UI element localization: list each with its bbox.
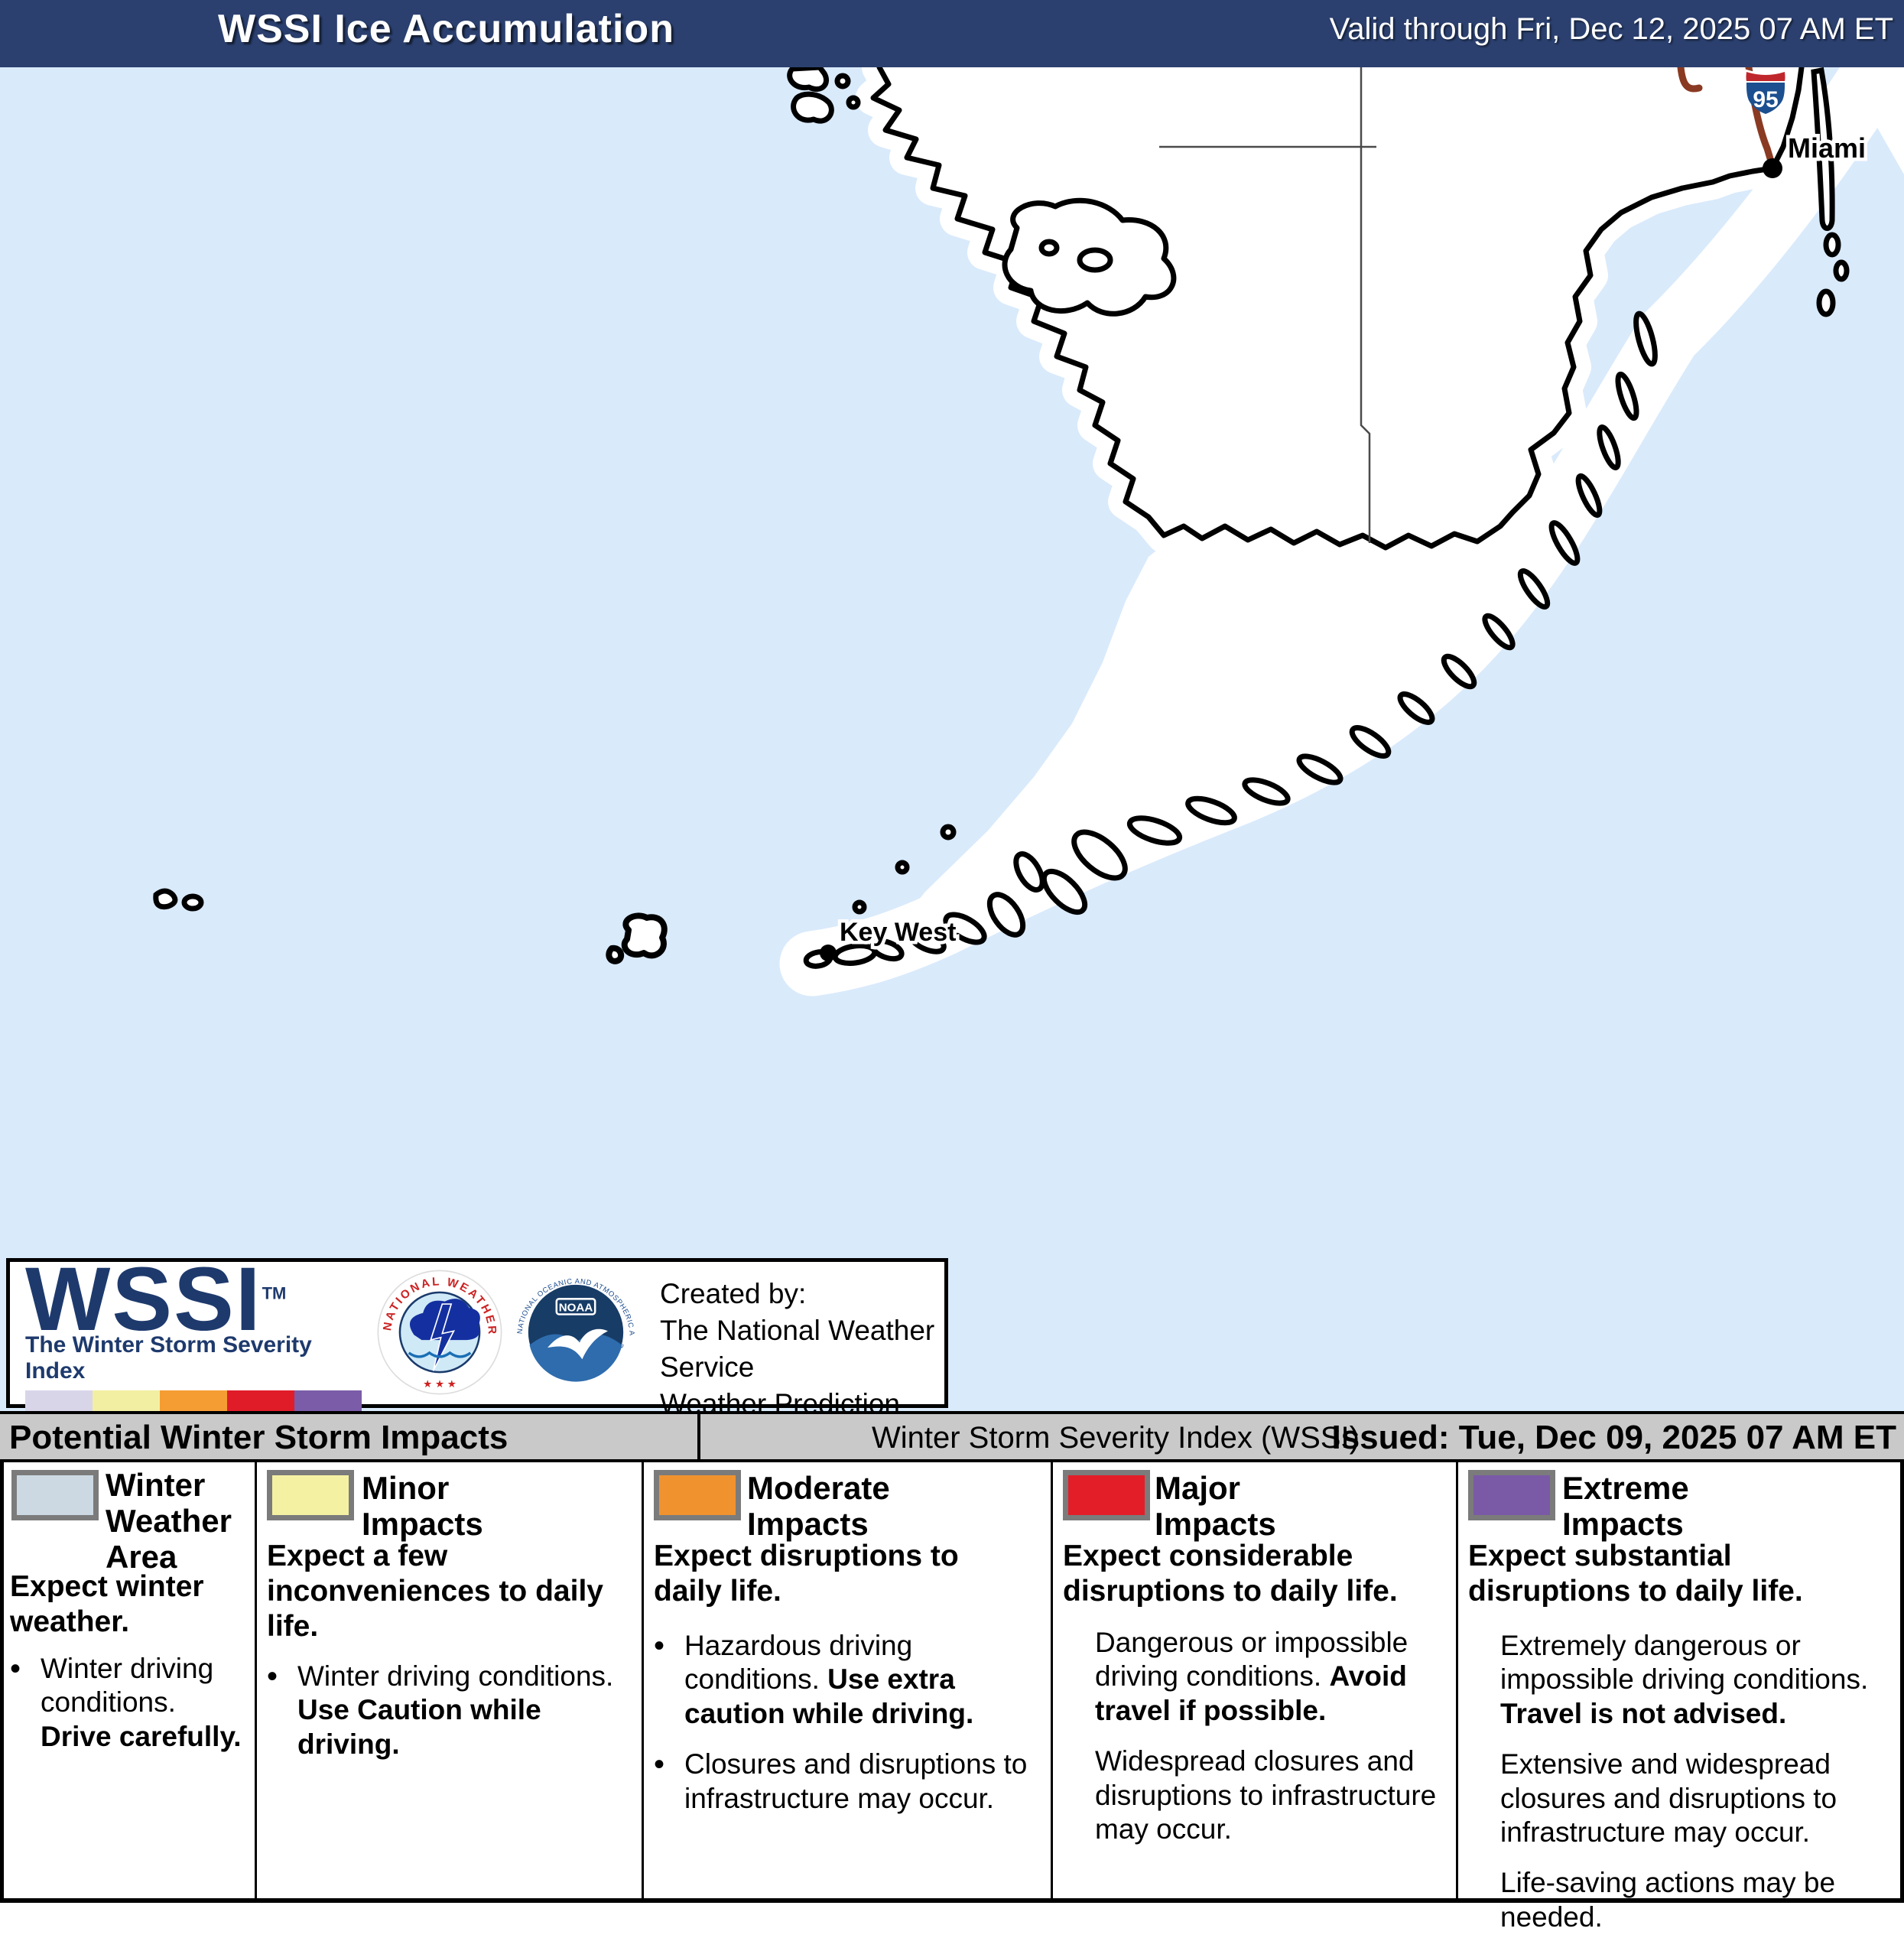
wssi-map[interactable]: 95 Miami Key West	[0, 67, 1904, 1411]
miami-label: Miami	[1788, 132, 1866, 164]
legend-heading: Extreme Impacts	[1562, 1470, 1689, 1543]
wssi-logo: WSSITM The Winter Storm Severity Index	[25, 1254, 369, 1424]
legend-intro: Expect winter weather.	[10, 1570, 204, 1639]
legend-item: Winter driving conditions. Use Caution w…	[267, 1658, 638, 1761]
wssi-subtitle: Winter Storm Severity Index (WSSI)	[872, 1421, 1360, 1455]
legend-heading: Minor Impacts	[362, 1470, 483, 1543]
whitewater-bay-islands	[1002, 197, 1177, 317]
legend-item: Closures and disruptions to infrastructu…	[654, 1746, 1035, 1816]
noaa-wordmark: NOAA	[559, 1301, 593, 1314]
nws-logo-icon: NATIONAL WEATHER SERVICE ★ ★ ★	[375, 1268, 502, 1395]
coastline	[870, 67, 1805, 551]
major-swatch	[1063, 1470, 1150, 1520]
legend-heading: Moderate Impacts	[747, 1470, 890, 1543]
page-title: WSSI Ice Accumulation	[218, 7, 674, 51]
wssi-logo-box: WSSITM The Winter Storm Severity Index N…	[6, 1254, 948, 1456]
legend-heading: Major Impacts	[1155, 1470, 1276, 1543]
legend-divider	[255, 1462, 257, 1898]
trademark: TM	[262, 1283, 287, 1303]
florida-keys	[803, 311, 1658, 969]
dry-tortugas	[153, 888, 204, 912]
created-by-line: The National Weather Service	[660, 1315, 935, 1384]
moderate-swatch	[654, 1470, 741, 1520]
marquesas-keys	[606, 912, 668, 964]
noaa-logo-icon: NATIONAL OCEANIC AND ATMOSPHERIC ADMINIS…	[512, 1268, 638, 1394]
secondary-road	[1677, 67, 1703, 93]
issued-label: Issued: Tue, Dec 09, 2025 07 AM ET	[1331, 1419, 1896, 1456]
legend-intro: Expect considerable disruptions to daily…	[1063, 1540, 1398, 1608]
valid-through-label: Valid through Fri, Dec 12, 2025 07 AM ET	[1329, 12, 1893, 46]
interstate-95-shield: 95	[1743, 69, 1789, 114]
marco-islands	[787, 67, 861, 124]
atlantic-shallow-corner	[1843, 67, 1904, 174]
impacts-legend: Winter Weather Area Expect winter weathe…	[0, 1462, 1904, 1933]
legend-intro: Expect disruptions to daily life.	[654, 1540, 959, 1608]
legend-item: Winter driving conditions. Drive careful…	[10, 1650, 253, 1754]
legend-item: Dangerous or impossible driving conditio…	[1095, 1627, 1409, 1726]
impacts-title: Potential Winter Storm Impacts	[9, 1419, 508, 1456]
minor-swatch	[267, 1470, 354, 1520]
nws-stars: ★ ★ ★	[423, 1378, 457, 1390]
wssi-tagline: The Winter Storm Severity Index	[25, 1332, 312, 1384]
legend-divider	[1456, 1462, 1458, 1898]
legend-item: Extensive and widespread closures and di…	[1500, 1748, 1837, 1848]
florida-bay-shallows	[879, 320, 1655, 948]
wssi-wordmark: WSSI	[25, 1249, 262, 1350]
bar-divider	[697, 1414, 700, 1459]
map-water	[0, 67, 1904, 1411]
legend-intro: Expect a few inconveniences to daily lif…	[267, 1540, 603, 1644]
legend-item: Hazardous driving conditions. Use extra …	[654, 1627, 1035, 1731]
legend-item: Extremely dangerous or impossible drivin…	[1500, 1630, 1869, 1729]
extreme-swatch	[1468, 1470, 1555, 1520]
impacts-title-bar: Potential Winter Storm Impacts Winter St…	[0, 1411, 1904, 1462]
miami-barrier-islands	[1811, 67, 1850, 317]
legend-heading: Winter Weather Area	[106, 1467, 232, 1575]
created-by-line: Created by:	[660, 1278, 807, 1309]
key-west-label: Key West	[840, 918, 956, 947]
legend-divider	[642, 1462, 644, 1898]
legend-item: Life-saving actions may be needed.	[1500, 1867, 1836, 1933]
winter-weather-swatch	[11, 1470, 99, 1520]
title-bar: WSSI Ice Accumulation Valid through Fri,…	[0, 0, 1904, 67]
county-lines	[1159, 67, 1376, 543]
miami-dot	[1763, 158, 1782, 178]
legend-divider	[1051, 1462, 1053, 1898]
legend-item: Widespread closures and disruptions to i…	[1095, 1745, 1437, 1845]
key-west-dot	[820, 945, 837, 961]
interstate-number: 95	[1753, 87, 1778, 112]
legend-intro: Expect substantial disruptions to daily …	[1468, 1540, 1803, 1608]
